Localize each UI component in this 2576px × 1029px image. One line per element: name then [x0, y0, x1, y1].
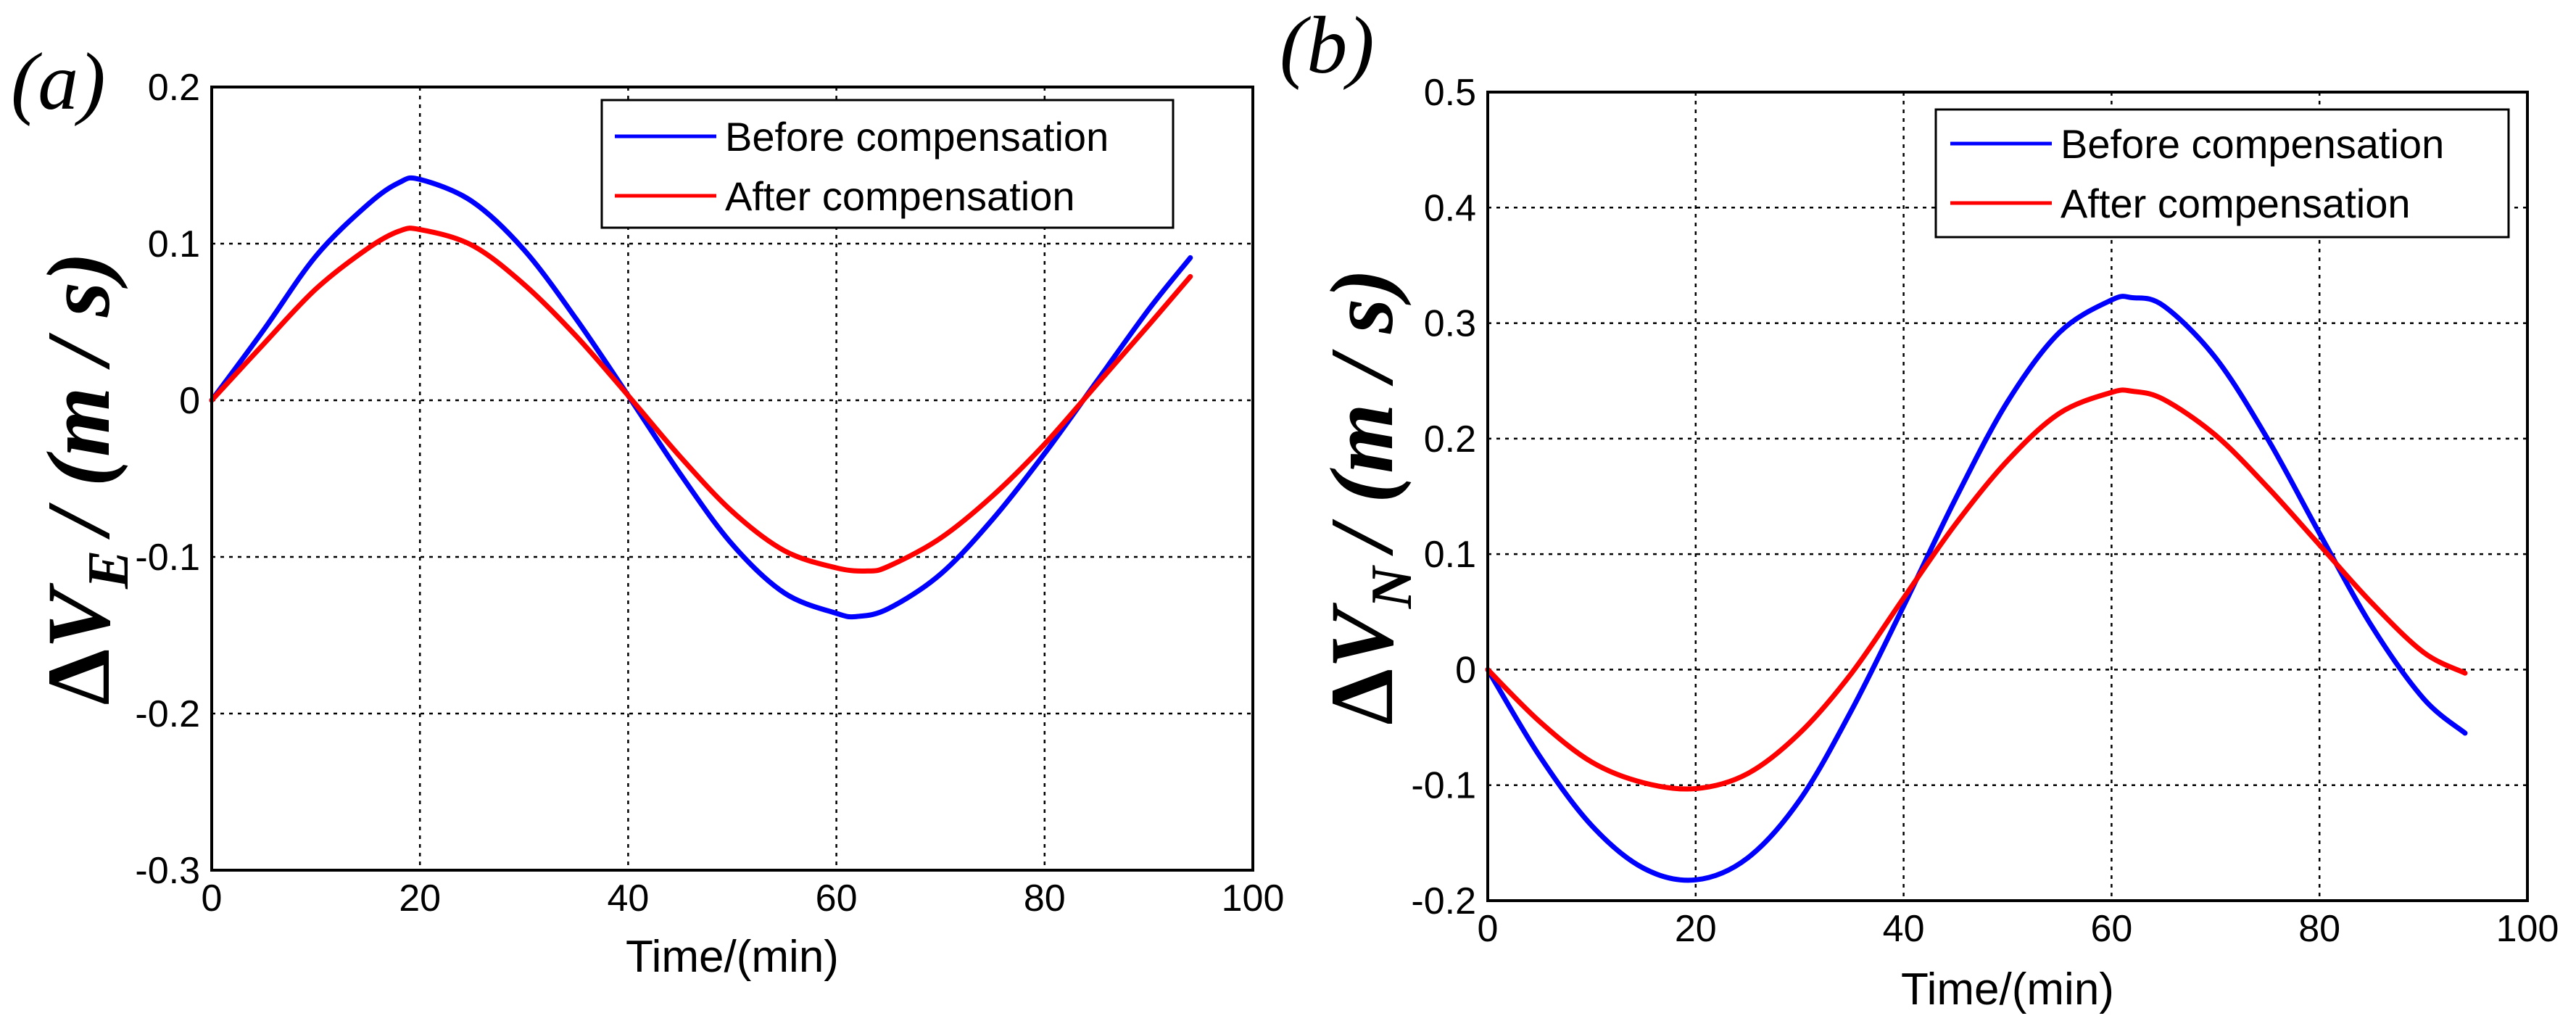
- y-tick-label: -0.2: [1411, 880, 1476, 922]
- y-tick-label: -0.2: [135, 693, 200, 735]
- y-tick-label: 0: [179, 380, 200, 422]
- ylabel-unit-b: / (m / s): [1312, 268, 1412, 556]
- legend-entry-b-before: Before compensation: [2061, 121, 2444, 167]
- x-tick-label: 100: [2496, 908, 2559, 950]
- legend-entry-b-after: After compensation: [2061, 181, 2410, 226]
- y-axis-label-a: ΔVE / (m / s): [29, 252, 141, 705]
- x-tick-label: 0: [202, 877, 223, 920]
- chart-panel-a: (a) 0 20 40 60 80 100 -0.3 -0.2 -0.1 0 0.1 0.2 ΔVE /…: [11, 37, 1284, 982]
- series-line-a-before: [209, 175, 1193, 620]
- x-tick-label: 0: [1478, 908, 1499, 950]
- ylabel-var-a: V: [29, 582, 128, 649]
- ylabel-sub-a: E: [77, 550, 141, 590]
- svg-text:ΔVN/ (m / s): ΔVN / (m / s): [1312, 268, 1424, 724]
- ylabel-delta-b: Δ: [1312, 669, 1412, 725]
- y-tick-label: 0.2: [1424, 418, 1476, 460]
- chart-panel-b: (b) 0 20 40 60 80 100 -0.2 -0.1 0 0.1 0.2 0.3 0.4 0.5…: [1280, 1, 2559, 1014]
- svg-text:ΔVE/ (m / s): ΔVE / (m / s): [29, 252, 141, 705]
- series-line-a-after: [209, 226, 1193, 574]
- x-tick-label: 80: [1024, 877, 1066, 920]
- panel-label-b: (b): [1280, 1, 1375, 91]
- y-tick-label: 0.2: [148, 67, 200, 109]
- legend-entry-a-before: Before compensation: [725, 114, 1109, 160]
- series-line-b-before: [1485, 294, 2468, 883]
- panel-label-a: (a): [11, 37, 106, 127]
- x-tick-label: 40: [607, 877, 649, 920]
- legend-a: Before compensation After compensation: [600, 99, 1175, 229]
- legend-box-a: [600, 99, 1175, 229]
- ylabel-unit-a: / (m / s): [29, 252, 128, 540]
- ylabel-delta-a: Δ: [29, 649, 128, 706]
- x-axis-label-b: Time/(min): [1901, 964, 2114, 1014]
- x-tick-label: 20: [1675, 908, 1717, 950]
- x-tick-label: 100: [1222, 877, 1285, 920]
- y-tick-label: -0.3: [135, 850, 200, 892]
- legend-box-b: [1934, 108, 2510, 239]
- legend-entry-a-after: After compensation: [725, 173, 1074, 219]
- y-axis-label-b: ΔVN / (m / s): [1312, 268, 1424, 724]
- y-tick-label: 0.5: [1424, 72, 1476, 114]
- y-tick-label: 0.3: [1424, 303, 1476, 345]
- ylabel-sub-b: N: [1360, 564, 1424, 609]
- y-tick-label: -0.1: [1411, 765, 1476, 807]
- y-tick-label: 0: [1455, 649, 1476, 691]
- ylabel-var-b: V: [1312, 602, 1412, 669]
- plot-frame-b: [1486, 91, 2529, 902]
- x-tick-label: 40: [1883, 908, 1925, 950]
- series-line-b-after: [1485, 387, 2468, 792]
- y-tick-label: -0.1: [135, 537, 200, 579]
- x-tick-label: 20: [399, 877, 441, 920]
- x-tick-label: 60: [2090, 908, 2132, 950]
- y-tick-label: 0.1: [1424, 534, 1476, 576]
- x-tick-label: 60: [816, 877, 858, 920]
- x-axis-label-a: Time/(min): [626, 932, 839, 982]
- plot-frame-a: [210, 86, 1254, 872]
- y-tick-label: 0.1: [148, 223, 200, 265]
- y-tick-label: 0.4: [1424, 187, 1476, 229]
- x-tick-label: 80: [2298, 908, 2340, 950]
- legend-b: Before compensation After compensation: [1934, 108, 2510, 239]
